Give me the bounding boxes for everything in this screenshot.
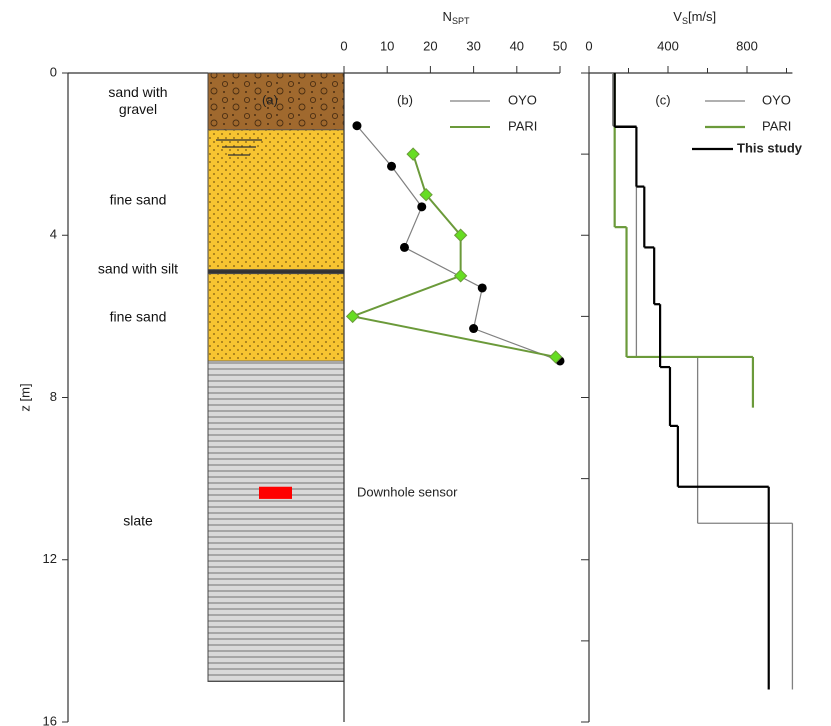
data-point: [347, 310, 359, 322]
soil-layer: [208, 361, 344, 681]
panel-label: (b): [397, 92, 413, 107]
x-tick-label: 800: [736, 38, 758, 53]
x-axis-label-main: V: [673, 9, 682, 24]
x-tick-label: 0: [585, 38, 592, 53]
layer-label: sand with silt: [78, 260, 198, 277]
x-axis-label: NSPT: [443, 9, 470, 26]
y-tick-label: 4: [50, 227, 57, 242]
data-point: [478, 283, 487, 292]
page: {"chart_data": [ {"type": "column", "lab…: [0, 0, 831, 726]
sensor-label: Downhole sensor: [357, 484, 458, 499]
x-axis-label-main: N: [443, 9, 452, 24]
x-tick-label: 50: [553, 38, 567, 53]
x-tick-label: 30: [466, 38, 480, 53]
layer-label: fine sand: [78, 309, 198, 326]
layer-label: fine sand: [78, 191, 198, 208]
series-line: [353, 154, 556, 357]
data-point: [387, 162, 396, 171]
data-point: [400, 243, 409, 252]
layer-label: sand with gravel: [78, 84, 198, 118]
legend-label: OYO: [508, 92, 537, 107]
x-tick-label: 40: [510, 38, 524, 53]
legend-label: This study: [737, 140, 803, 155]
data-point: [352, 121, 361, 130]
x-axis-label: VS[m/s]: [673, 9, 716, 26]
x-tick-label: 20: [423, 38, 437, 53]
y-tick-label: 8: [50, 389, 57, 404]
layer-label: slate: [78, 513, 198, 530]
x-tick-label: 10: [380, 38, 394, 53]
data-point: [417, 202, 426, 211]
soil-layer: [208, 130, 344, 270]
soil-layer: [208, 270, 344, 274]
x-tick-label: 400: [657, 38, 679, 53]
data-point: [469, 324, 478, 333]
panel-label: (a): [262, 92, 278, 107]
x-axis-label-unit: [m/s]: [688, 9, 716, 24]
panel-label: (c): [655, 92, 670, 107]
downhole-sensor: [259, 487, 292, 499]
x-tick-label: 0: [340, 38, 347, 53]
legend-label: PARI: [508, 118, 537, 133]
y-tick-label: 0: [50, 64, 57, 79]
y-axis-label: z [m]: [17, 383, 32, 411]
data-point: [455, 270, 467, 282]
x-axis-label-sub: SPT: [452, 16, 470, 26]
y-tick-label: 12: [43, 551, 57, 566]
soil-column: [208, 73, 344, 681]
soil-layer: [208, 274, 344, 361]
legend-label: PARI: [762, 118, 791, 133]
legend-label: OYO: [762, 92, 791, 107]
series-line: [357, 126, 560, 361]
y-tick-label: 16: [43, 713, 57, 726]
data-point: [407, 148, 419, 160]
